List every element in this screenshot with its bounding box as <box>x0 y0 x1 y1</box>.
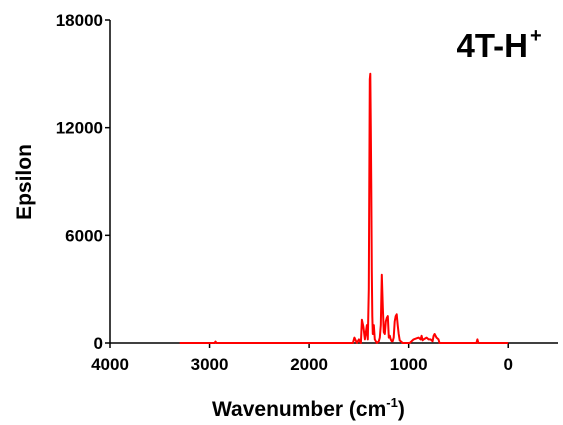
x-tick-label: 3000 <box>191 355 229 374</box>
chart-title: 4T-H <box>456 27 528 64</box>
x-ticks: 4000 3000 2000 1000 0 <box>91 343 513 374</box>
series-line <box>179 72 509 344</box>
y-axis-title: Epsilon <box>13 144 36 220</box>
y-tick-label: 6000 <box>65 226 103 245</box>
y-ticks: 0 6000 12000 18000 <box>56 11 110 353</box>
axes <box>109 20 558 344</box>
chart-title-superscript: + <box>530 25 542 47</box>
x-axis-title-superscript: -1 <box>386 395 398 410</box>
series-layer <box>179 72 509 344</box>
x-tick-label: 4000 <box>91 355 129 374</box>
x-tick-label: 1000 <box>390 355 428 374</box>
x-tick-label: 2000 <box>290 355 328 374</box>
y-tick-label: 0 <box>94 334 103 353</box>
x-axis-title-suffix: ) <box>398 398 405 421</box>
x-axis-title: Wavenumber (cm-1) <box>212 395 405 421</box>
x-axis-title-main: Wavenumber (cm <box>212 398 386 421</box>
chart-title-main: 4T-H <box>456 27 528 64</box>
y-tick-label: 12000 <box>56 119 103 138</box>
y-tick-label: 18000 <box>56 11 103 30</box>
x-tick-label: 0 <box>503 355 512 374</box>
